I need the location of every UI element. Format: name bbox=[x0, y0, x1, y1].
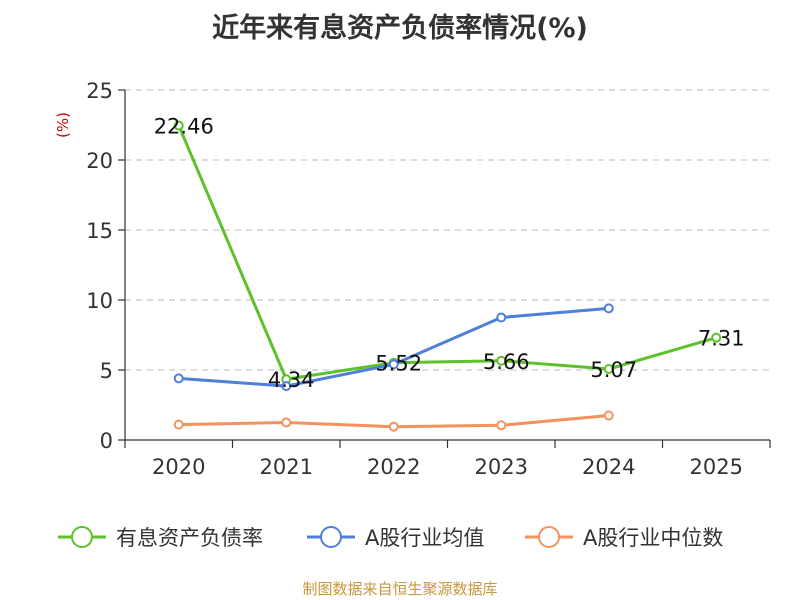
y-tick-label: 0 bbox=[100, 429, 113, 453]
legend-marker bbox=[320, 526, 342, 548]
legend-label: A股行业均值 bbox=[365, 526, 484, 550]
data-point bbox=[281, 381, 292, 392]
data-label: 22.46 bbox=[154, 115, 214, 139]
data-label: 4.34 bbox=[268, 368, 315, 392]
x-tick-label: 2022 bbox=[367, 455, 420, 479]
y-tick-label: 20 bbox=[86, 149, 113, 173]
chart-title: 近年来有息资产负债率情况(%) bbox=[212, 13, 588, 44]
y-tick-label: 25 bbox=[86, 79, 113, 103]
data-point bbox=[388, 359, 399, 370]
data-point bbox=[496, 420, 507, 431]
data-point bbox=[388, 421, 399, 432]
data-point bbox=[603, 410, 614, 421]
y-tick-label: 5 bbox=[100, 359, 113, 383]
data-point bbox=[603, 364, 614, 375]
data-point bbox=[173, 120, 184, 131]
data-label: 5.07 bbox=[590, 358, 637, 382]
data-label: 5.52 bbox=[375, 352, 422, 376]
series-layer bbox=[173, 120, 722, 432]
data-label: 5.66 bbox=[483, 350, 530, 374]
y-axis-label: (%) bbox=[54, 112, 72, 138]
x-tick-label: 2020 bbox=[152, 455, 205, 479]
y-tick-label: 15 bbox=[86, 219, 113, 243]
source-note: 制图数据来自恒生聚源数据库 bbox=[302, 580, 498, 598]
data-labels: 22.46 4.34 5.52 5.66 5.07 7.31 bbox=[154, 115, 745, 393]
legend: 有息资产负债率 A股行业均值 A股行业中位数 bbox=[58, 526, 723, 550]
legend-label: A股行业中位数 bbox=[583, 526, 723, 550]
grid-lines bbox=[125, 89, 770, 371]
legend-marker bbox=[538, 526, 560, 548]
y-tick-label: 10 bbox=[86, 289, 113, 313]
x-tick-label: 2025 bbox=[690, 455, 743, 479]
data-point bbox=[496, 312, 507, 323]
series-line bbox=[177, 124, 717, 381]
data-point bbox=[281, 417, 292, 428]
legend-label: 有息资产负债率 bbox=[116, 526, 263, 550]
x-tick-label: 2024 bbox=[582, 455, 635, 479]
data-label: 7.31 bbox=[698, 327, 745, 351]
data-point bbox=[173, 373, 184, 384]
x-tick-label: 2023 bbox=[475, 455, 528, 479]
data-point bbox=[603, 303, 614, 314]
data-point bbox=[711, 332, 722, 343]
x-tick-label: 2021 bbox=[260, 455, 313, 479]
legend-marker bbox=[71, 526, 93, 548]
data-point bbox=[496, 355, 507, 366]
data-point bbox=[173, 419, 184, 430]
